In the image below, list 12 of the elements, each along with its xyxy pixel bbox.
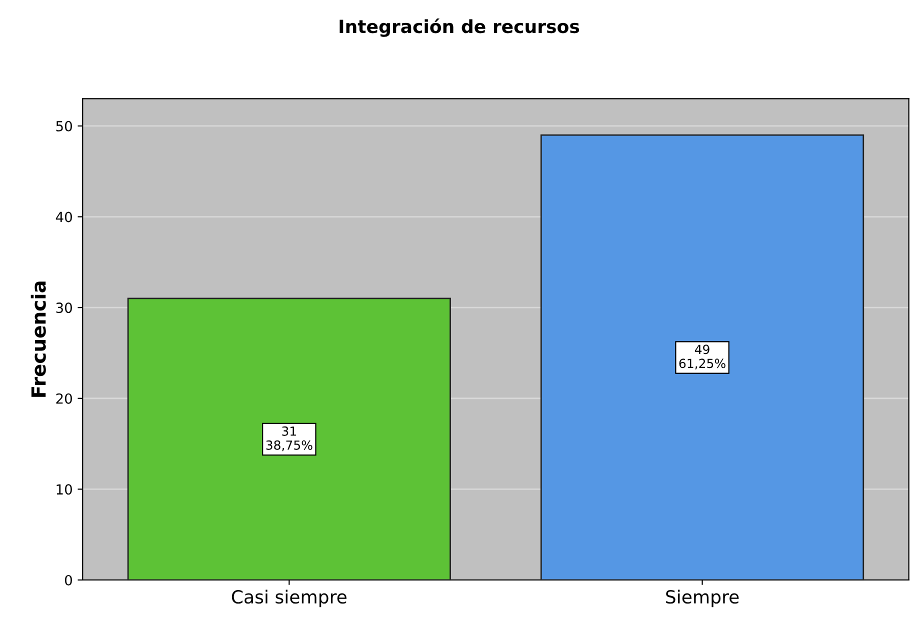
y-tick-label: 30 [56, 302, 72, 314]
y-tick-label: 20 [56, 393, 72, 404]
y-tick-label: 0 [64, 574, 72, 586]
x-tick-label: Casi siempre [232, 590, 346, 608]
y-tick-label: 10 [56, 484, 72, 495]
data-label: 31 38,75% [266, 426, 312, 452]
y-axis-title: Frecuencia [30, 282, 46, 397]
y-tick-label: 40 [56, 212, 72, 222]
y-tick-label: 50 [56, 120, 72, 132]
x-tick-label: Siempre [666, 590, 739, 608]
chart-title: Integración de recursos [340, 18, 580, 37]
data-label: 49 61,25% [679, 344, 726, 370]
